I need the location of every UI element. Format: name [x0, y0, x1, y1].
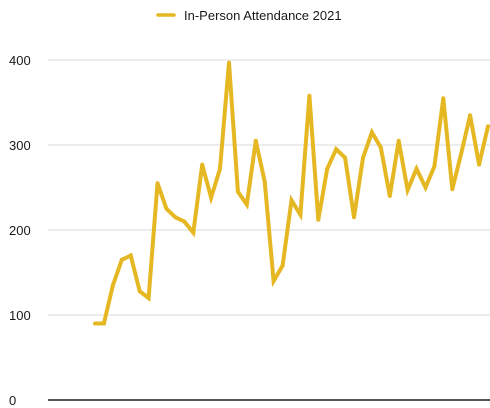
data-point [468, 113, 473, 118]
data-point [450, 187, 455, 192]
data-point [218, 166, 222, 171]
data-point [334, 147, 339, 152]
data-point [378, 145, 383, 150]
data-point [298, 212, 303, 217]
data-point [459, 151, 464, 156]
data-point [352, 215, 356, 220]
y-tick-label-400: 400 [9, 53, 31, 68]
data-point [253, 138, 258, 143]
data-point [280, 263, 285, 268]
data-point [93, 321, 97, 326]
data-point [414, 166, 419, 171]
data-point [137, 289, 142, 294]
legend: In-Person Attendance 2021 [156, 8, 342, 23]
data-point [316, 217, 321, 222]
data-point [209, 195, 214, 200]
data-point [271, 279, 276, 283]
data-point [396, 138, 401, 143]
data-point [146, 296, 151, 300]
data-point [155, 181, 160, 186]
data-point [369, 130, 374, 135]
series-line-0 [95, 62, 490, 326]
data-point [119, 257, 124, 262]
data-point [200, 162, 205, 167]
data-point [173, 215, 178, 220]
y-tick-label-200: 200 [9, 223, 31, 238]
y-tick-label-0: 0 [9, 393, 16, 408]
data-point [244, 202, 249, 207]
data-point [235, 189, 240, 194]
data-point [262, 179, 267, 184]
data-point [441, 96, 446, 101]
data-point [477, 162, 482, 167]
legend-label-in-person-attendance-2021: In-Person Attendance 2021 [184, 8, 342, 23]
data-point [423, 185, 428, 190]
data-point [486, 124, 490, 129]
y-tick-label-100: 100 [9, 308, 31, 323]
y-axis-tick-labels: 0 100 200 300 400 [9, 53, 31, 408]
y-tick-label-300: 300 [9, 138, 31, 153]
gridlines [48, 59, 490, 401]
data-point [289, 198, 294, 203]
data-point [191, 230, 196, 235]
data-point [128, 253, 133, 258]
data-point [343, 155, 348, 160]
data-point [432, 164, 437, 169]
data-point [164, 206, 169, 211]
data-point [405, 188, 410, 192]
data-point [110, 283, 115, 288]
data-point [325, 166, 330, 171]
data-point [307, 93, 312, 98]
data-point [361, 155, 365, 160]
data-point [182, 219, 187, 224]
data-point [387, 194, 392, 198]
data-point [227, 60, 231, 65]
series-layer [93, 60, 490, 326]
data-point [101, 321, 106, 326]
